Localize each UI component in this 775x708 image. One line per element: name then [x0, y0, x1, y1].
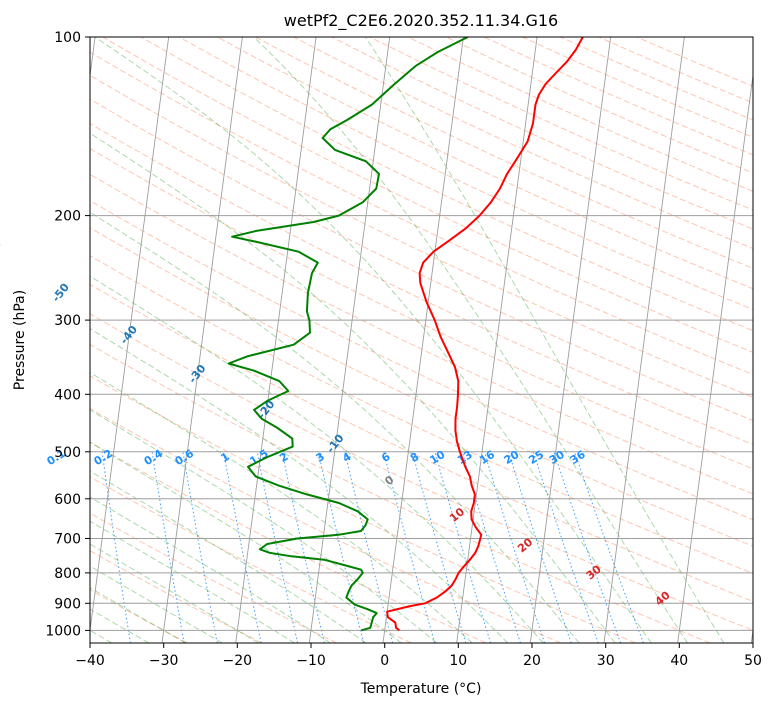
y-axis-ticks: 100 200 300 400 500 600 700 800 900 1000	[45, 30, 90, 639]
dry-adiabat-line	[90, 200, 753, 521]
dry-adiabat-line	[90, 122, 753, 445]
chart-title: wetPf2_C2E6.2020.352.11.34.G16	[284, 11, 558, 31]
y-tick-label: 1000	[45, 623, 81, 639]
dry-adiabat-line	[178, 37, 753, 311]
mixing-ratio-line	[461, 451, 521, 643]
x-axis-ticks: −40 −30 −20 −10 0 10 20 30 40 50	[75, 643, 762, 669]
y-tick-label: 500	[54, 445, 81, 461]
mixing-ratio-lines	[101, 451, 644, 643]
isotherm-line	[382, 37, 464, 643]
y-tick-label: 100	[54, 30, 81, 46]
dry-adiabat-line	[102, 37, 753, 353]
mixing-ratio-line	[553, 451, 622, 643]
mixing-ratio-line	[383, 451, 436, 643]
moist-adiabat-line	[364, 37, 725, 643]
x-tick-label: 30	[597, 653, 615, 669]
plot-area: -100-90-80-70-60-50-40-30-20-100.10.20.4…	[0, 36, 754, 644]
isotherm-line	[235, 37, 317, 643]
dry-adiabat-line	[90, 147, 753, 470]
temperature-profile-line	[386, 37, 584, 632]
moist-adiabat-line	[90, 441, 402, 643]
isotherm-line	[456, 37, 538, 643]
y-tick-label: 600	[54, 492, 81, 508]
moist-adiabat-line	[90, 543, 259, 643]
isotherm-line	[677, 72, 753, 643]
x-tick-label: −20	[223, 653, 253, 669]
mixing-ratio-line	[483, 451, 546, 643]
isotherm-line	[161, 37, 243, 643]
moist-adiabat-line	[90, 520, 295, 643]
moist-adiabat-line	[253, 37, 688, 643]
isotherm-gridlines	[90, 37, 753, 643]
x-tick-label: 20	[523, 653, 541, 669]
dry-adiabat-line	[90, 173, 753, 495]
dry-adiabat-line	[90, 512, 337, 643]
moist-adiabat-line	[90, 275, 544, 643]
x-tick-label: 40	[670, 653, 688, 669]
x-tick-label: −10	[296, 653, 326, 669]
dry-adiabat-line	[90, 227, 753, 547]
x-tick-label: −30	[149, 653, 179, 669]
dry-adiabat-line	[90, 441, 487, 643]
mixing-ratio-line	[434, 451, 492, 643]
y-tick-label: 200	[54, 209, 81, 225]
pressure-gridlines	[90, 37, 753, 631]
y-tick-label: 900	[54, 596, 81, 612]
dry-adiabat-line	[90, 343, 711, 643]
mixing-ratio-line	[256, 451, 299, 643]
dry-adiabat-line	[90, 375, 636, 643]
plot-frame	[89, 36, 754, 644]
dry-adiabat-line	[90, 407, 561, 643]
mixing-ratio-line	[281, 451, 325, 643]
y-tick-label: 300	[54, 313, 81, 329]
dewpoint-profile-line	[227, 37, 469, 632]
isotherm-line	[90, 37, 170, 634]
dry-adiabat-line	[90, 255, 753, 574]
isotherm-line	[308, 37, 391, 643]
moist-adiabat-line	[94, 37, 652, 643]
dry-adiabat-line	[90, 74, 753, 398]
x-tick-label: 50	[744, 653, 762, 669]
moist-adiabat-line	[90, 132, 616, 643]
y-tick-label: 800	[54, 566, 81, 582]
mixing-ratio-line	[574, 451, 644, 643]
mixing-ratio-line	[223, 451, 262, 643]
moist-adiabat-line	[90, 470, 367, 643]
sounding-profiles	[227, 37, 584, 632]
moist-adiabat-line	[90, 409, 438, 643]
mixing-ratio-line	[508, 451, 572, 643]
y-axis-title: Pressure (hPa)	[12, 290, 28, 390]
dry-adiabats	[90, 37, 753, 643]
x-axis-title: Temperature (°C)	[360, 681, 482, 697]
dry-adiabat-line	[90, 550, 263, 643]
moist-adiabat-line	[90, 496, 331, 643]
moist-adiabat-line	[90, 328, 509, 643]
isotherm-line	[603, 37, 685, 643]
y-tick-label: 700	[54, 532, 81, 548]
moist-adiabat-line	[90, 211, 580, 643]
mixing-ratio-line	[411, 451, 467, 643]
x-tick-label: 0	[380, 653, 389, 669]
mixing-ratio-line	[532, 451, 599, 643]
dry-adiabat-line	[140, 37, 753, 332]
dry-adiabat-line	[90, 313, 753, 631]
plot-background	[90, 37, 753, 643]
x-tick-label: 10	[449, 653, 467, 669]
y-tick-label: 400	[54, 387, 81, 403]
isotherm-line	[529, 37, 612, 643]
x-tick-label: −40	[75, 653, 105, 669]
dry-adiabat-line	[216, 37, 753, 290]
